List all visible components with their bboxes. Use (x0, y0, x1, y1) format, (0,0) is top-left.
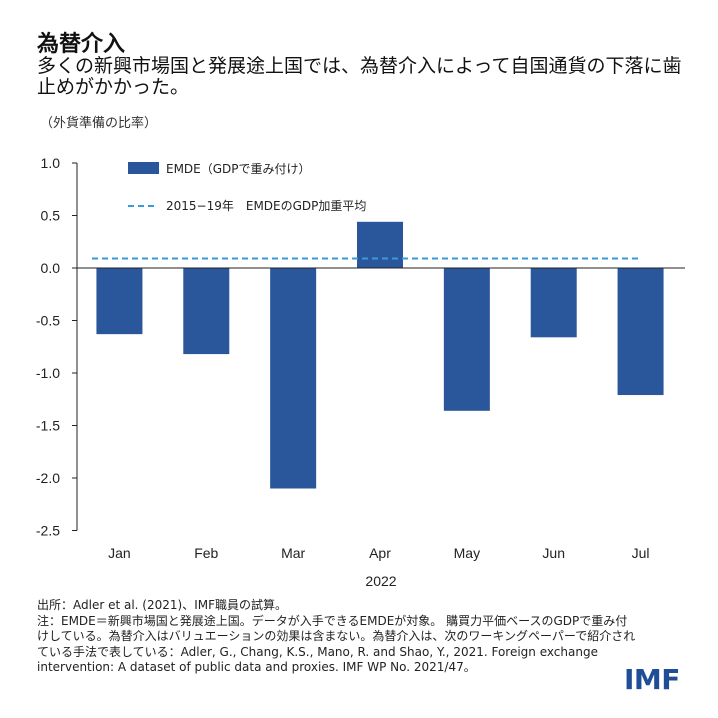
legend-line-label: 2015−19年 EMDEのGDP加重平均 (166, 199, 366, 213)
y-tick-label: 1.0 (41, 155, 61, 171)
y-tick-label: -2.5 (36, 523, 60, 539)
bar-jul (617, 268, 664, 396)
bar-jun (530, 268, 577, 338)
bar-jan (96, 268, 143, 335)
x-tick-label: May (454, 545, 480, 561)
note-text: 注：EMDE＝新興市場国と発展途上国。データが入手できるEMDEが対象。 購買力… (37, 613, 636, 675)
bar-feb (183, 268, 230, 355)
chart-title: 為替介入 (37, 32, 126, 57)
bar-mar (270, 268, 317, 489)
bar-chart: 1.0 0.5 0.0 -0.5 -1.0 -1.5 -2.0 -2.5 Jan Feb Mar Ap… (36, 155, 685, 589)
y-tick-label: -1.0 (36, 365, 60, 381)
legend-bar-label: EMDE（GDPで重み付け） (166, 162, 311, 176)
unit-label: （外貨準備の比率） (40, 116, 158, 131)
footnotes: 出所：Adler et al. (2021)、IMF職員の試算。 注：EMDE＝… (37, 598, 677, 676)
x-tick-label: Apr (369, 545, 391, 561)
source-note: 出所：Adler et al. (2021)、IMF職員の試算。 (37, 598, 287, 612)
bar-apr (357, 221, 403, 268)
y-tick-label: 0.0 (41, 260, 61, 276)
x-tick-label: Mar (281, 545, 305, 561)
y-tick-label: 0.5 (41, 208, 61, 224)
chart-subtitle: 多くの新興市場国と発展途上国では、為替介入によって自国通貨の下落に歯止めがかかっ… (37, 55, 682, 98)
y-tick-label: -0.5 (36, 313, 60, 329)
x-tick-label: Jan (108, 545, 131, 561)
x-tick-label: Jun (542, 545, 565, 561)
bar-may (443, 268, 490, 411)
x-tick-label: Feb (194, 545, 218, 561)
x-tick-label: Jul (632, 545, 650, 561)
legend-bar-swatch (128, 162, 159, 174)
imf-logo: IMF (624, 663, 680, 696)
y-tick-label: -2.0 (36, 470, 60, 486)
x-axis-label: 2022 (365, 573, 396, 589)
y-tick-label: -1.5 (36, 418, 60, 434)
